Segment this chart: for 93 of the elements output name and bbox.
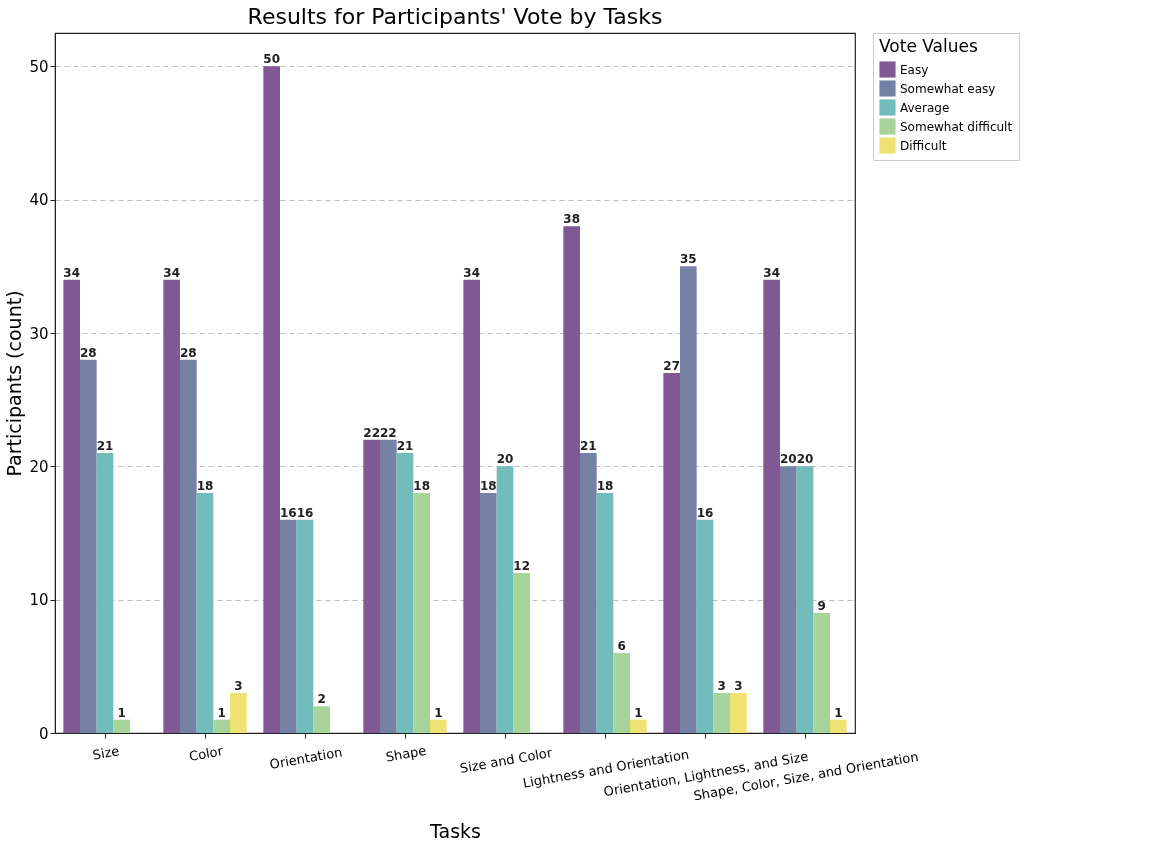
y-tick-label: 0 bbox=[38, 724, 49, 743]
data-label: 18 bbox=[196, 479, 214, 493]
y-tick-label: 30 bbox=[29, 324, 49, 343]
x-tick-label: Orientation bbox=[268, 744, 344, 772]
data-label: 1 bbox=[117, 705, 126, 720]
bar bbox=[280, 519, 297, 733]
data-label: 1 bbox=[834, 705, 843, 720]
bar bbox=[730, 693, 747, 733]
x-tick-label: Size bbox=[91, 743, 121, 763]
data-label: 34 bbox=[163, 265, 181, 280]
data-label: 9 bbox=[817, 599, 826, 613]
data-label: 2 bbox=[317, 692, 326, 707]
chart-title: Results for Participants' Vote by Tasks bbox=[247, 3, 663, 29]
data-label: 1 bbox=[217, 705, 226, 720]
bar bbox=[213, 719, 230, 733]
data-label: 21 bbox=[96, 439, 114, 453]
bar bbox=[180, 359, 197, 733]
legend-label: Difficult bbox=[900, 138, 947, 153]
bar bbox=[763, 279, 780, 733]
data-label: 1 bbox=[434, 705, 443, 720]
data-label: 3 bbox=[234, 679, 243, 693]
bar bbox=[413, 493, 430, 733]
bar bbox=[463, 279, 480, 733]
bar bbox=[263, 66, 280, 733]
bar bbox=[796, 466, 814, 733]
data-label: 6 bbox=[617, 639, 626, 653]
bar bbox=[780, 466, 797, 733]
data-label: 27 bbox=[663, 359, 681, 373]
data-label: 22 bbox=[379, 425, 397, 440]
data-label: 16 bbox=[296, 505, 314, 520]
bar bbox=[496, 466, 514, 733]
bar bbox=[96, 453, 114, 733]
data-label: 3 bbox=[734, 679, 743, 693]
data-label: 28 bbox=[179, 345, 197, 360]
bar bbox=[313, 706, 330, 733]
data-label: 22 bbox=[363, 425, 381, 440]
bar bbox=[696, 519, 714, 733]
data-label: 16 bbox=[696, 505, 714, 520]
bar bbox=[630, 719, 647, 733]
bar bbox=[396, 453, 414, 733]
data-label: 34 bbox=[463, 265, 481, 280]
bar bbox=[813, 613, 830, 733]
data-label: 18 bbox=[413, 479, 431, 493]
bar bbox=[380, 439, 397, 733]
data-label: 20 bbox=[779, 452, 797, 467]
bar bbox=[663, 373, 680, 733]
bar bbox=[680, 266, 697, 733]
bar bbox=[196, 493, 214, 733]
y-tick-label: 20 bbox=[29, 457, 49, 476]
data-label: 20 bbox=[796, 452, 814, 467]
data-label: 12 bbox=[513, 559, 531, 573]
bar bbox=[363, 439, 380, 733]
bar bbox=[63, 279, 80, 733]
legend-label: Somewhat easy bbox=[900, 81, 996, 96]
data-label: 34 bbox=[63, 265, 81, 280]
bar bbox=[163, 279, 180, 733]
data-label: 20 bbox=[496, 452, 514, 467]
data-label: 28 bbox=[79, 345, 97, 360]
bar bbox=[563, 226, 580, 733]
legend-title: Vote Values bbox=[879, 36, 978, 56]
data-label: 18 bbox=[596, 479, 614, 493]
bar bbox=[580, 453, 597, 733]
bar bbox=[80, 359, 97, 733]
bar bbox=[230, 693, 247, 733]
data-label: 3 bbox=[717, 679, 726, 693]
legend-label: Average bbox=[900, 100, 950, 115]
y-tick-label: 10 bbox=[29, 591, 49, 610]
legend-label: Somewhat difficult bbox=[900, 119, 1013, 134]
data-label: 21 bbox=[396, 439, 414, 453]
bar bbox=[430, 719, 447, 733]
bar bbox=[296, 519, 314, 733]
data-label: 50 bbox=[263, 52, 281, 67]
bar bbox=[613, 653, 630, 733]
data-label: 38 bbox=[563, 212, 581, 227]
data-label: 21 bbox=[579, 439, 597, 453]
data-label: 18 bbox=[479, 479, 497, 493]
x-tick-label: Shape bbox=[384, 742, 428, 765]
legend-label: Easy bbox=[900, 62, 929, 77]
bar bbox=[596, 493, 614, 733]
data-label: 1 bbox=[634, 705, 643, 720]
y-tick-label: 40 bbox=[29, 191, 49, 210]
bar bbox=[113, 719, 130, 733]
bar bbox=[513, 573, 530, 733]
x-tick-label: Color bbox=[187, 743, 225, 764]
bar bbox=[830, 719, 847, 733]
data-label: 16 bbox=[279, 505, 297, 520]
data-label: 35 bbox=[679, 252, 697, 267]
y-tick-label: 50 bbox=[29, 57, 49, 76]
bar bbox=[713, 693, 730, 733]
data-label: 34 bbox=[763, 265, 781, 280]
x-axis-title: Tasks bbox=[429, 820, 481, 843]
bar bbox=[480, 493, 497, 733]
y-axis-title: Participants (count) bbox=[3, 290, 26, 477]
